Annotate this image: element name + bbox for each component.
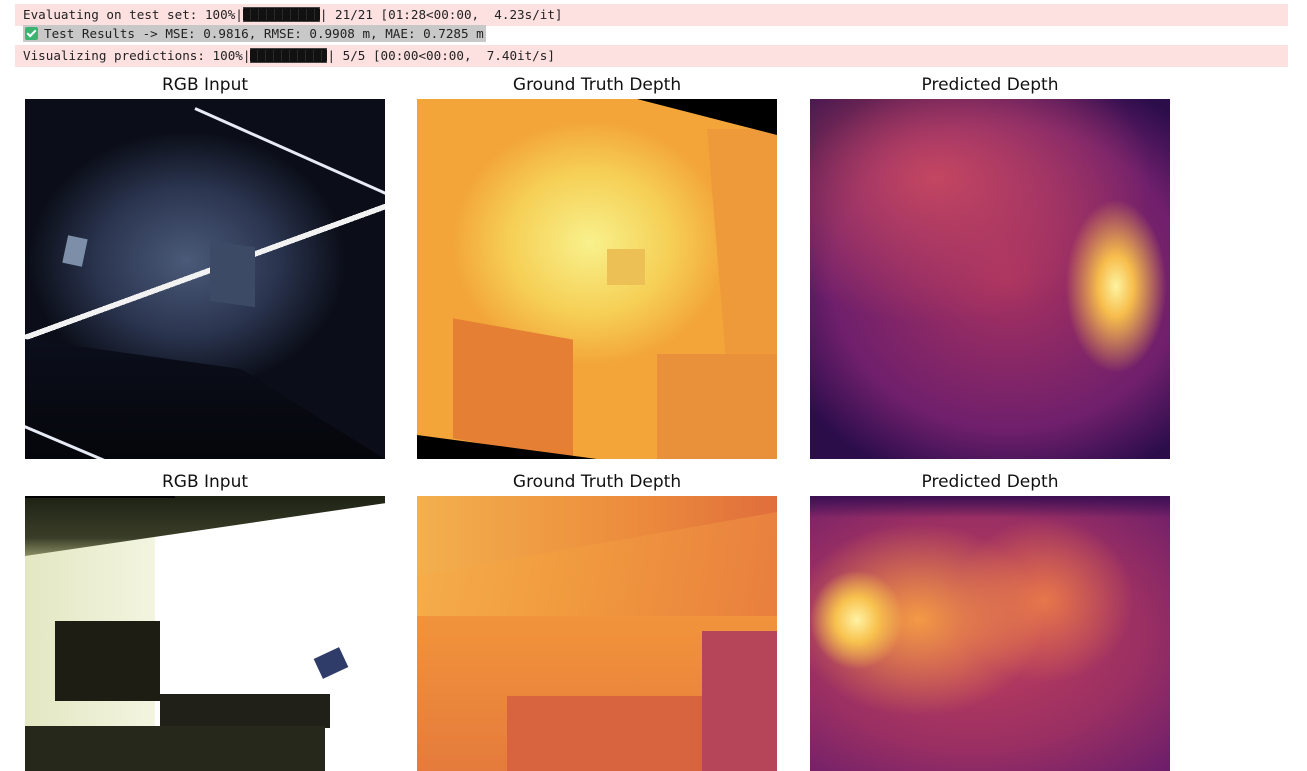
rgb-object-shape	[313, 647, 349, 679]
row2-gt-title: Ground Truth Depth	[512, 472, 682, 492]
gt-chair-shape	[453, 318, 573, 459]
rgb-cabinet-shape	[55, 621, 160, 701]
row1-rgb-title: RGB Input	[161, 75, 249, 95]
rgb-floor-shape	[25, 339, 385, 459]
visualize-progress-suffix: | 5/5 [00:00<00:00, 7.40it/s]	[327, 48, 555, 63]
visualize-progress-prefix: Visualizing predictions: 100%|	[23, 48, 251, 63]
visualize-progress-line: Visualizing predictions: 100%| | 5/5 [00:…	[15, 45, 1288, 67]
rgb-stripe	[194, 107, 385, 204]
test-results-line: Test Results -> MSE: 0.9816, RMSE: 0.990…	[15, 23, 1288, 43]
row2-pred-depth-image	[810, 496, 1170, 771]
test-results-highlight: Test Results -> MSE: 0.9816, RMSE: 0.990…	[23, 25, 486, 42]
check-icon	[25, 27, 38, 40]
row1-gt-depth-image	[417, 99, 777, 459]
gt-appliance-shape	[702, 631, 777, 771]
row1-pred-depth-image	[810, 99, 1170, 459]
rgb-edge-line	[25, 496, 175, 498]
eval-progress-line: Evaluating on test set: 100%| | 21/21 [01…	[15, 4, 1288, 26]
eval-progress-suffix: | 21/21 [01:28<00:00, 4.23s/it]	[319, 7, 563, 22]
row2-rgb-image	[25, 496, 385, 771]
row1-rgb-image	[25, 99, 385, 459]
gt-cabinet-shape	[657, 354, 777, 459]
eval-progress-prefix: Evaluating on test set: 100%|	[23, 7, 243, 22]
rgb-cabinet-top-shape	[25, 496, 385, 556]
rgb-object-shape	[210, 240, 255, 308]
row2-rgb-title: RGB Input	[161, 472, 249, 492]
row2-gt-depth-image	[417, 496, 777, 771]
row1-pred-title: Predicted Depth	[921, 75, 1059, 95]
pred-edge-shade	[810, 496, 1170, 518]
rgb-cabinet-shape	[160, 694, 330, 728]
row1-gt-title: Ground Truth Depth	[512, 75, 682, 95]
test-results-text: Test Results -> MSE: 0.9816, RMSE: 0.990…	[44, 26, 484, 41]
row2-pred-title: Predicted Depth	[921, 472, 1059, 492]
gt-counter-shape	[507, 696, 717, 771]
rgb-outlet-shape	[62, 235, 88, 267]
visualize-progress-bar	[250, 48, 328, 63]
eval-progress-bar	[242, 7, 320, 22]
rgb-counter-shape	[25, 726, 325, 771]
gt-object-shape	[607, 249, 645, 285]
